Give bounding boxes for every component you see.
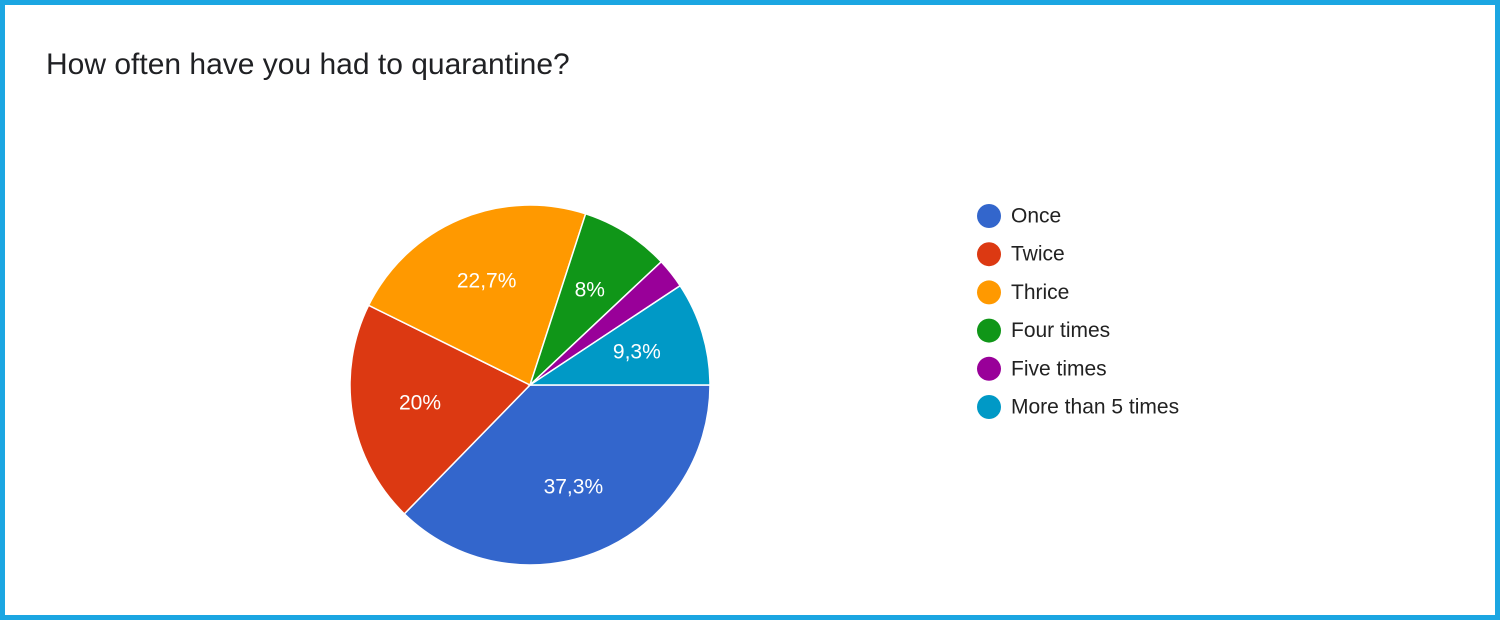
legend-marker — [977, 242, 1001, 267]
slice-label: 9,3% — [613, 340, 661, 363]
slice-label: 8% — [575, 278, 605, 301]
pie-slice — [403, 384, 711, 566]
legend-label: More than 5 times — [1011, 396, 1179, 419]
slice-label: 37,3% — [544, 475, 604, 498]
slice-label: 20% — [399, 391, 441, 414]
legend-marker — [977, 204, 1001, 228]
legend-label: Twice — [1011, 243, 1065, 266]
legend-marker — [977, 356, 1001, 381]
legend-marker — [977, 395, 1001, 419]
pie-slice — [349, 304, 532, 515]
legend-label: Once — [1011, 205, 1061, 228]
chart-title: How often have you had to quarantine? — [46, 48, 570, 81]
legend-marker — [977, 318, 1001, 343]
pie-slice — [367, 204, 587, 387]
slice-label: 22,7% — [457, 270, 517, 293]
pie-slice — [527, 284, 711, 386]
legend-label: Five times — [1011, 357, 1107, 380]
legend-label: Thrice — [1011, 281, 1069, 304]
legend-marker — [977, 280, 1001, 305]
legend-label: Four times — [1011, 319, 1110, 342]
pie-slice — [529, 212, 663, 386]
chart: How often have you had to quarantine? 37… — [46, 48, 1179, 566]
